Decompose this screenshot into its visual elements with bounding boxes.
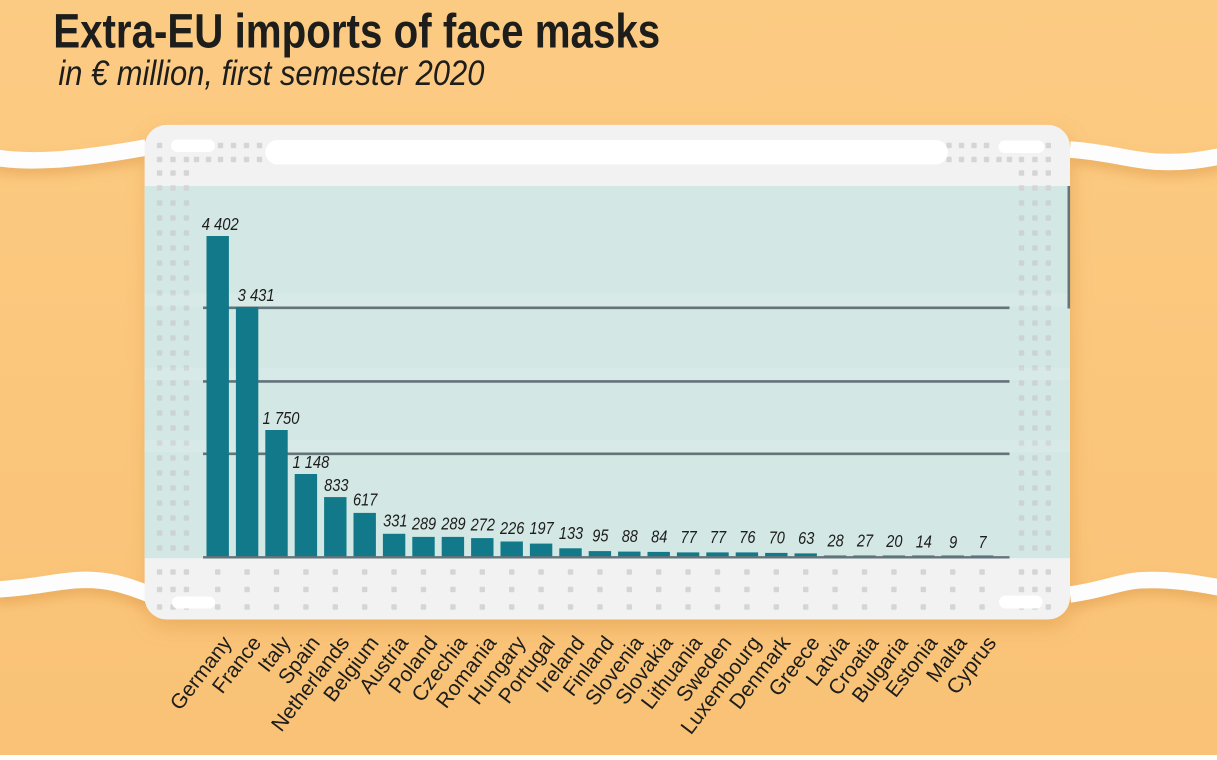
svg-text:76: 76 bbox=[739, 527, 755, 547]
svg-text:77: 77 bbox=[681, 527, 698, 547]
svg-text:833: 833 bbox=[324, 475, 348, 495]
svg-text:1 750: 1 750 bbox=[263, 408, 300, 428]
svg-text:Extra-EU imports of face masks: Extra-EU imports of face masks bbox=[53, 5, 660, 59]
svg-text:14: 14 bbox=[916, 532, 932, 552]
svg-text:1 148: 1 148 bbox=[292, 452, 329, 472]
svg-text:3 431: 3 431 bbox=[238, 285, 275, 305]
svg-text:4 402: 4 402 bbox=[202, 214, 239, 234]
svg-text:226: 226 bbox=[499, 518, 524, 538]
svg-text:27: 27 bbox=[856, 531, 874, 551]
svg-text:84: 84 bbox=[651, 526, 667, 546]
svg-text:70: 70 bbox=[769, 527, 785, 547]
svg-text:197: 197 bbox=[529, 518, 554, 538]
svg-text:28: 28 bbox=[827, 531, 844, 551]
svg-text:133: 133 bbox=[559, 523, 583, 543]
svg-text:63: 63 bbox=[798, 528, 814, 548]
svg-text:in € million, first semester 2: in € million, first semester 2020 bbox=[58, 54, 484, 93]
svg-text:272: 272 bbox=[470, 515, 495, 535]
svg-text:9: 9 bbox=[949, 532, 957, 552]
svg-text:617: 617 bbox=[353, 489, 378, 509]
svg-text:88: 88 bbox=[622, 526, 638, 546]
svg-text:7: 7 bbox=[979, 532, 988, 552]
svg-text:331: 331 bbox=[383, 510, 407, 530]
svg-text:289: 289 bbox=[440, 513, 465, 533]
svg-text:95: 95 bbox=[592, 526, 608, 546]
svg-text:77: 77 bbox=[710, 527, 727, 547]
svg-text:289: 289 bbox=[411, 513, 436, 533]
svg-text:20: 20 bbox=[885, 531, 902, 551]
